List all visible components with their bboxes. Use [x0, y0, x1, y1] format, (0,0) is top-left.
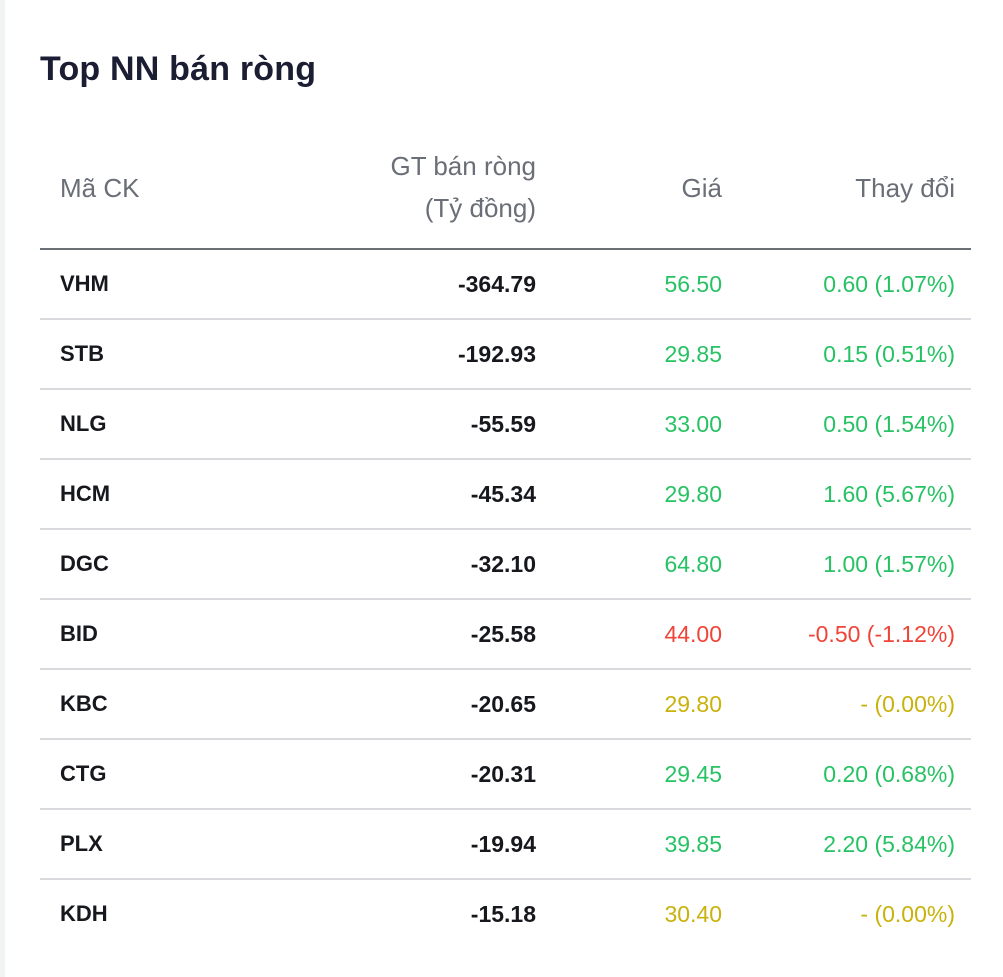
price: 29.45 — [664, 761, 722, 787]
stock-code[interactable]: DGC — [60, 551, 109, 576]
price-change: 0.50 (1.54%) — [823, 411, 955, 437]
stock-code[interactable]: HCM — [60, 481, 111, 506]
net-sell-value: -32.10 — [470, 551, 536, 577]
price-change: 0.60 (1.07%) — [823, 271, 955, 297]
table-body: VHM -364.79 56.50 0.60 (1.07%) STB -192.… — [40, 250, 971, 950]
price-change: 0.15 (0.51%) — [823, 341, 955, 367]
stock-code[interactable]: NLG — [60, 411, 107, 436]
table-row[interactable]: BID -25.58 44.00 -0.50 (-1.12%) — [40, 600, 971, 670]
stock-code[interactable]: CTG — [60, 761, 107, 786]
price-change: 1.60 (5.67%) — [823, 481, 955, 507]
stock-code[interactable]: BID — [60, 621, 98, 646]
net-sell-value: -15.18 — [470, 901, 536, 927]
price: 29.85 — [664, 341, 722, 367]
price-change: -0.50 (-1.12%) — [807, 621, 955, 647]
price: 29.80 — [664, 691, 722, 717]
header-price: Giá — [681, 173, 722, 203]
price-change: - (0.00%) — [860, 901, 955, 927]
stock-code[interactable]: PLX — [60, 831, 103, 856]
table-row[interactable]: KDH -15.18 30.40 - (0.00%) — [40, 880, 971, 950]
net-sell-value: -192.93 — [457, 341, 536, 367]
net-sell-value: -45.34 — [470, 481, 536, 507]
header-net-sell-value: GT bán ròng (Tỷ đồng) — [390, 145, 536, 229]
price: 30.40 — [664, 901, 722, 927]
net-sell-table: Mã CK GT bán ròng (Tỷ đồng) Giá Thay đổi… — [40, 135, 971, 950]
stock-code[interactable]: KBC — [60, 691, 108, 716]
price-change: 2.20 (5.84%) — [823, 831, 955, 857]
table-row[interactable]: PLX -19.94 39.85 2.20 (5.84%) — [40, 810, 971, 880]
table-row[interactable]: CTG -20.31 29.45 0.20 (0.68%) — [40, 740, 971, 810]
net-sell-value: -20.31 — [470, 761, 536, 787]
net-sell-value: -19.94 — [470, 831, 536, 857]
price: 44.00 — [664, 621, 722, 647]
header-net-sell-value-unit: (Tỷ đồng) — [424, 193, 536, 223]
price: 33.00 — [664, 411, 722, 437]
net-sell-value: -20.65 — [470, 691, 536, 717]
net-sell-value: -55.59 — [470, 411, 536, 437]
price: 64.80 — [664, 551, 722, 577]
header-change: Thay đổi — [855, 173, 955, 203]
table-row[interactable]: NLG -55.59 33.00 0.50 (1.54%) — [40, 390, 971, 460]
stock-code[interactable]: STB — [60, 341, 104, 366]
table-row[interactable]: HCM -45.34 29.80 1.60 (5.67%) — [40, 460, 971, 530]
price-change: 0.20 (0.68%) — [823, 761, 955, 787]
header-code: Mã CK — [60, 173, 140, 203]
price: 29.80 — [664, 481, 722, 507]
net-sell-value: -25.58 — [470, 621, 536, 647]
price-change: - (0.00%) — [860, 691, 955, 717]
stock-code[interactable]: KDH — [60, 901, 108, 926]
table-row[interactable]: VHM -364.79 56.50 0.60 (1.07%) — [40, 250, 971, 320]
table-row[interactable]: DGC -32.10 64.80 1.00 (1.57%) — [40, 530, 971, 600]
price-change: 1.00 (1.57%) — [823, 551, 955, 577]
price: 39.85 — [664, 831, 722, 857]
table-row[interactable]: KBC -20.65 29.80 - (0.00%) — [40, 670, 971, 740]
table-row[interactable]: STB -192.93 29.85 0.15 (0.51%) — [40, 320, 971, 390]
net-sell-value: -364.79 — [457, 271, 536, 297]
price: 56.50 — [664, 271, 722, 297]
panel-title: Top NN bán ròng — [40, 50, 317, 88]
table-header: Mã CK GT bán ròng (Tỷ đồng) Giá Thay đổi — [40, 135, 971, 250]
header-net-sell-value-line1: GT bán ròng — [390, 151, 536, 181]
stock-code[interactable]: VHM — [60, 271, 109, 296]
